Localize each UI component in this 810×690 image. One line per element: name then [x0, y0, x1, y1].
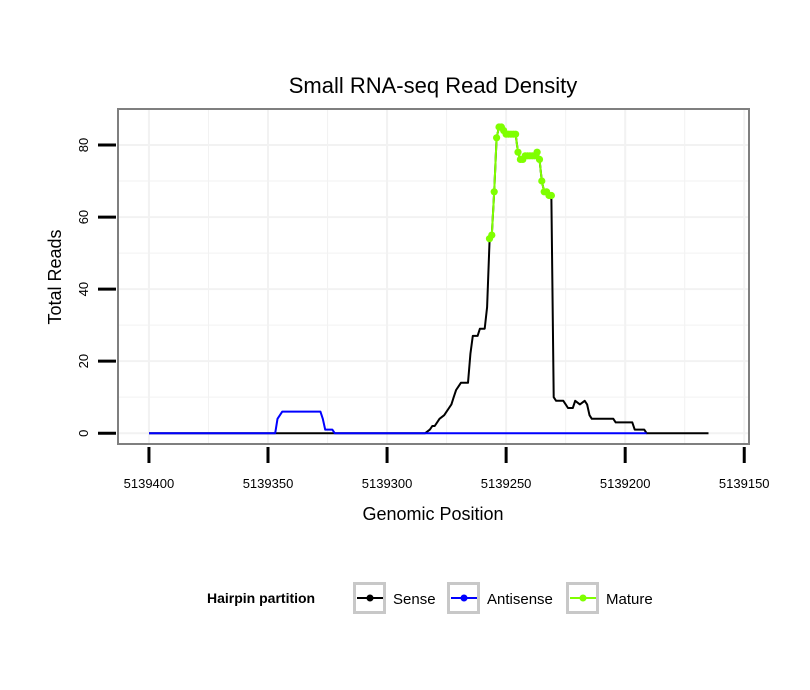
series-layer — [149, 123, 709, 435]
legend-key-point — [579, 594, 587, 602]
plot-border — [117, 108, 750, 445]
y-tick-label: 40 — [76, 282, 91, 296]
mature-point — [490, 188, 498, 196]
mature-point — [488, 231, 496, 239]
x-tick-label: 5139400 — [124, 476, 175, 491]
legend-label-sense: Sense — [393, 591, 436, 608]
legend-label-antisense: Antisense — [487, 591, 553, 608]
legend-key-point — [460, 594, 468, 602]
mature-point — [535, 155, 544, 163]
mature-point — [493, 134, 501, 142]
y-tick-label: 0 — [76, 430, 91, 437]
x-tick-label: 5139150 — [719, 476, 770, 491]
y-tick-label: 60 — [76, 210, 91, 224]
mature-point — [538, 177, 546, 185]
x-tick-label: 5139300 — [362, 476, 413, 491]
legend-label-mature: Mature — [606, 591, 653, 608]
x-tick-label: 5139250 — [481, 476, 532, 491]
legend-key-point — [366, 594, 374, 602]
mature-point — [511, 130, 520, 138]
y-axis: 0 20 40 60 80 — [76, 138, 116, 437]
legend: Hairpin partition Sense Antisense Mature — [207, 582, 653, 614]
series-line-antisense — [149, 410, 647, 435]
mature-point — [514, 148, 522, 156]
mature-point — [547, 191, 556, 200]
mature-point — [533, 148, 541, 156]
chart-title: Small RNA-seq Read Density — [289, 73, 578, 98]
legend-title: Hairpin partition — [207, 590, 315, 606]
y-tick-label: 20 — [76, 354, 91, 368]
x-tick-label: 5139200 — [600, 476, 651, 491]
x-axis: 5139400 5139350 5139300 5139250 5139200 51391… — [124, 447, 770, 491]
plot-panel — [118, 109, 749, 444]
x-tick-label: 5139350 — [243, 476, 294, 491]
x-axis-title: Genomic Position — [362, 504, 503, 524]
y-axis-title: Total Reads — [45, 229, 65, 324]
y-tick-label: 80 — [76, 138, 91, 152]
